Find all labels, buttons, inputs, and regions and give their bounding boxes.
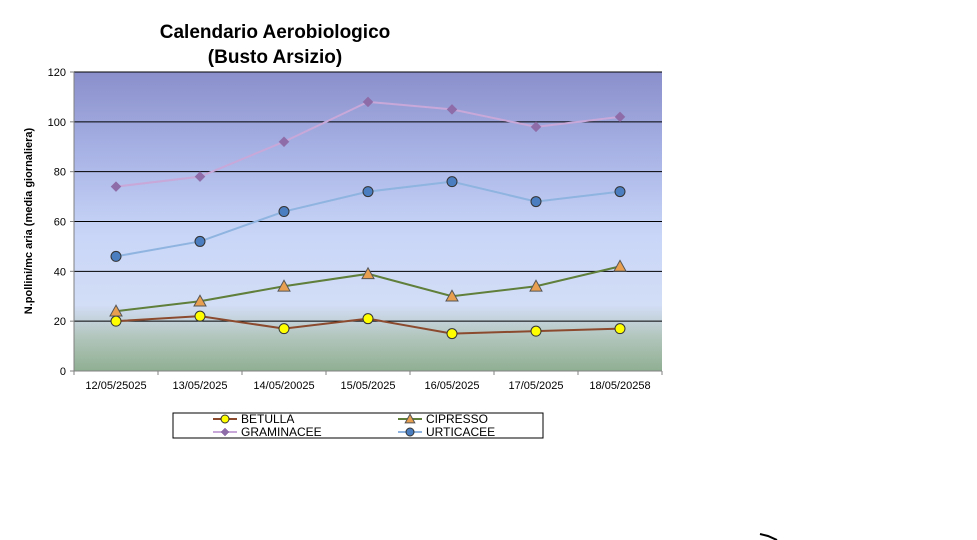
y-tick-label-60: 60 xyxy=(54,217,66,229)
legend-item-betulla: BETULLA xyxy=(213,412,294,426)
data-point-cipresso-2 xyxy=(277,279,291,292)
data-point-cipresso-4 xyxy=(445,289,459,302)
legend-label-graminacee: GRAMINACEE xyxy=(241,425,322,439)
data-point-urticacee-4 xyxy=(446,176,458,188)
data-point-cipresso-5 xyxy=(529,279,543,292)
data-point-betulla-2 xyxy=(278,323,290,335)
y-tick-label-0: 0 xyxy=(60,366,66,378)
data-point-graminacee-2 xyxy=(278,136,290,148)
y-tick-label-80: 80 xyxy=(54,167,66,179)
series-betulla xyxy=(110,310,626,340)
data-point-urticacee-6 xyxy=(614,186,626,198)
x-tick-labels: 12/05/25025 13/05/2025 14/05/20025 15/05/20… xyxy=(73,371,663,392)
data-point-graminacee-4 xyxy=(446,104,458,115)
legend: BETULLA CIPRESSO GRAMINACEE URTICACEE xyxy=(172,412,544,439)
data-point-betulla-3 xyxy=(362,313,374,325)
legend-item-cipresso: CIPRESSO xyxy=(398,412,488,426)
data-point-betulla-4 xyxy=(446,328,458,340)
y-tick-label-120: 120 xyxy=(48,67,66,79)
data-point-urticacee-1 xyxy=(194,235,206,247)
grid-lines xyxy=(74,71,662,322)
x-tick-label-3: 15/05/2025 xyxy=(340,380,395,392)
legend-label-urticacee: URTICACEE xyxy=(426,425,495,439)
data-point-urticacee-3 xyxy=(362,186,374,198)
series-graminacee xyxy=(110,96,626,192)
y-tick-label-40: 40 xyxy=(54,266,66,278)
x-tick-label-4: 16/05/2025 xyxy=(424,380,479,392)
stray-mark xyxy=(759,533,778,540)
data-point-cipresso-0 xyxy=(109,304,123,317)
data-point-graminacee-6 xyxy=(614,111,626,123)
data-point-graminacee-1 xyxy=(194,171,206,183)
data-point-graminacee-5 xyxy=(530,121,542,133)
legend-marker-cipresso xyxy=(404,413,416,424)
data-point-cipresso-3 xyxy=(361,266,375,280)
series-group xyxy=(109,96,627,340)
y-tick-label-100: 100 xyxy=(48,117,66,129)
chart-title-line2: (Busto Arsizio) xyxy=(207,47,343,68)
data-point-betulla-6 xyxy=(614,323,626,335)
data-point-betulla-5 xyxy=(530,325,542,337)
series-cipresso xyxy=(109,259,627,317)
data-point-urticacee-0 xyxy=(110,250,122,262)
data-point-urticacee-5 xyxy=(530,196,542,208)
legend-box xyxy=(172,412,544,439)
series-urticacee xyxy=(110,176,626,262)
data-point-cipresso-6 xyxy=(613,259,627,272)
legend-item-graminacee: GRAMINACEE xyxy=(213,425,322,439)
legend-marker-graminacee xyxy=(220,427,230,437)
y-tick-labels: 0 20 40 60 80 100 120 xyxy=(48,67,74,378)
x-tick-label-0: 12/05/25025 xyxy=(85,380,146,392)
data-point-betulla-0 xyxy=(110,315,122,327)
chart-title: Calendario Aerobiologico (Busto Arsizio) xyxy=(100,20,450,70)
legend-marker-urticacee xyxy=(405,427,415,437)
legend-item-urticacee: URTICACEE xyxy=(398,425,495,439)
y-tick-label-20: 20 xyxy=(54,316,66,328)
y-axis-label: N.pollini/mc aria (media giornaliera) xyxy=(23,127,35,314)
legend-label-cipresso: CIPRESSO xyxy=(426,412,488,426)
x-tick-label-1: 13/05/2025 xyxy=(172,380,227,392)
x-tick-label-2: 14/05/20025 xyxy=(253,380,314,392)
chart-title-line1: Calendario Aerobiologico xyxy=(159,22,391,43)
legend-label-betulla: BETULLA xyxy=(241,412,294,426)
data-point-graminacee-0 xyxy=(110,181,122,192)
data-point-graminacee-3 xyxy=(362,96,374,108)
data-point-urticacee-2 xyxy=(278,206,290,218)
legend-marker-betulla xyxy=(220,414,230,424)
data-point-betulla-1 xyxy=(194,310,206,322)
x-tick-label-5: 17/05/2025 xyxy=(508,380,563,392)
data-point-cipresso-1 xyxy=(193,294,207,307)
x-tick-label-6: 18/05/20258 xyxy=(589,380,650,392)
